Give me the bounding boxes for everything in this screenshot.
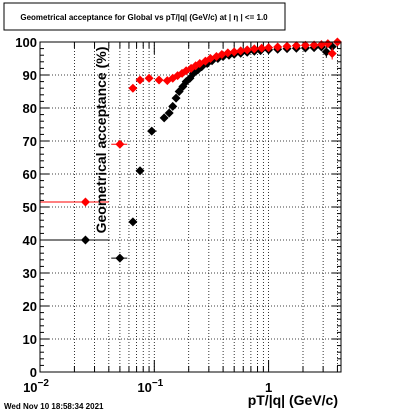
x-axis-title: pT/|q| (GeV/c) [248,392,338,408]
data-point [144,73,154,83]
y-tick-label: 80 [23,101,37,116]
data-point [291,41,301,51]
data-point [257,43,267,53]
data-point [115,139,125,149]
data-point [164,108,174,118]
y-tick-label: 100 [15,35,37,50]
title-box [3,2,286,31]
data-point [236,46,246,56]
x-tick-label: 10−2 [23,378,49,395]
data-point [191,61,201,71]
data-point [159,113,169,123]
data-point [300,40,310,50]
y-tick-label: 60 [23,167,37,182]
x-tick-label: 1 [265,380,272,395]
data-point [80,197,90,207]
y-axis-title: Geometrical acceptance (%) [93,47,109,234]
data-point [168,101,178,111]
series-red [40,37,342,207]
data-point [323,39,333,49]
y-tick-label: 10 [23,332,37,347]
data-point [115,253,125,263]
y-tick-label: 50 [23,200,37,215]
data-point [249,44,259,54]
timestamp: Wed Nov 10 18:58:34 2021 [4,402,104,411]
data-point [282,41,292,51]
data-point [128,83,138,93]
y-tick-label: 70 [23,134,37,149]
axis-ticks [40,41,341,373]
data-point [327,49,337,59]
data-point [147,126,157,136]
data-point [171,93,181,103]
data-point [128,217,138,227]
y-tick-label: 20 [23,299,37,314]
data-point [309,40,319,50]
grid [40,42,341,372]
data-point [264,43,274,53]
data-point [229,47,239,57]
y-tick-label: 90 [23,68,37,83]
y-tick-label: 30 [23,266,37,281]
data-point [135,166,145,176]
data-point [80,235,90,245]
data-point [242,45,252,55]
data-point [273,42,283,52]
tick-labels: 0 10 20 30 40 50 60 70 80 90 100 10−2 10−1 1 [15,35,272,395]
data-point [154,75,164,85]
x-tick-label: 10−1 [137,378,163,395]
y-tick-label: 0 [30,365,37,380]
data-point [135,75,145,85]
y-tick-label: 40 [23,233,37,248]
data-point [223,48,233,58]
plot-frame [39,41,342,373]
chart-title: Geometrical acceptance for Global vs pT/… [20,13,268,22]
